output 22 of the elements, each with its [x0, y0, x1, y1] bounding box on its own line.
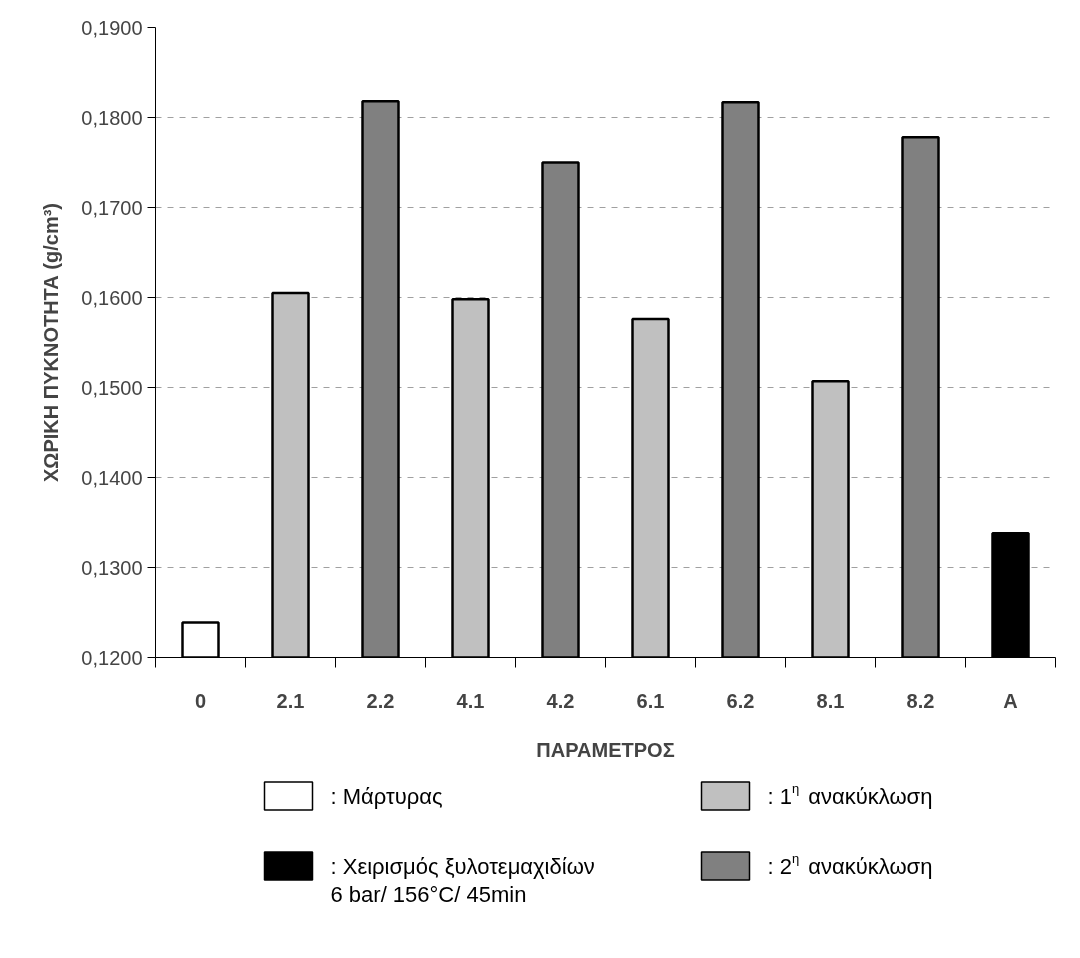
- x-tick-label: 2.2: [366, 689, 395, 712]
- y-tick-label: 0,1700: [81, 196, 143, 219]
- x-tick-label: 8.2: [906, 689, 935, 712]
- x-tick-label: 4.2: [546, 689, 575, 712]
- x-tick-label: 8.1: [816, 689, 845, 712]
- legend-label: : Μάρτυρας: [330, 783, 443, 809]
- x-axis-title: ΠΑΡΑΜΕΤΡΟΣ: [536, 738, 675, 761]
- y-tick-label: 0,1800: [81, 106, 143, 129]
- y-axis-title: ΧΩΡΙΚΗ ΠΥΚΝΟΤΗΤΑ (g/cm³): [40, 203, 63, 482]
- x-tick-label: 4.1: [456, 689, 485, 712]
- y-tick-label: 0,1900: [81, 16, 143, 39]
- x-tick-label: 6.2: [726, 689, 755, 712]
- y-tick-label: 0,1300: [81, 556, 143, 579]
- y-tick-label: 0,1200: [81, 646, 143, 669]
- y-tick-label: 0,1600: [81, 286, 143, 309]
- x-tick-label: 2.1: [276, 689, 305, 712]
- y-tick-label: 0,1400: [81, 466, 143, 489]
- x-tick-label: 0: [194, 689, 207, 712]
- legend-label: : Χειρισμός ξυλοτεμαχιδίων 6 bar/ 156°C/ 45min: [330, 853, 595, 907]
- x-tick-label: 6.1: [636, 689, 665, 712]
- y-tick-label: 0,1500: [81, 376, 143, 399]
- x-tick-label: A: [1003, 689, 1018, 712]
